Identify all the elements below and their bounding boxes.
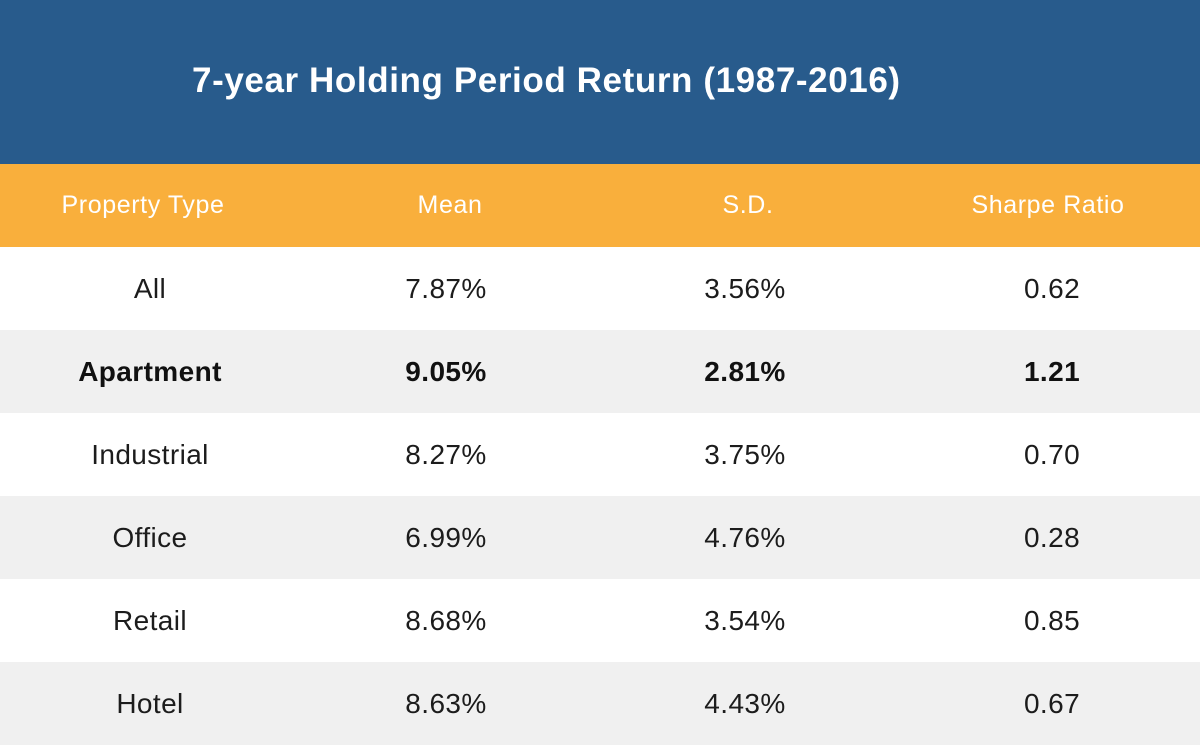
property-type-cell: All [133,272,167,304]
mean-cell: 8.63% [405,687,487,719]
property-type-cell: Hotel [116,687,184,719]
table-row: Hotel 8.63% 4.43% 0.67 [0,662,1200,745]
sd-cell: 4.43% [704,687,786,719]
sharpe-ratio-cell: 0.70 [1023,438,1081,470]
table-row: All 7.87% 3.56% 0.62 [0,247,1200,330]
title-banner: 7-year Holding Period Return (1987-2016) [0,0,1200,164]
column-header-sd: S.D. [722,191,774,219]
property-type-cell: Industrial [91,438,209,470]
property-type-cell: Office [112,521,188,553]
column-header-property-type: Property Type [61,191,225,219]
mean-cell: 6.99% [405,521,487,553]
mean-cell: 8.27% [405,438,487,470]
sd-cell: 4.76% [704,521,786,553]
table-row: Office 6.99% 4.76% 0.28 [0,496,1200,579]
table-body: All 7.87% 3.56% 0.62 Apartment 9.05% 2.81% 1.21… [0,247,1200,745]
sharpe-ratio-cell: 0.62 [1023,272,1081,304]
table-title: 7-year Holding Period Return (1987-2016) [192,61,901,100]
property-type-cell: Retail [113,604,187,636]
sd-cell: 3.54% [704,604,786,636]
sharpe-ratio-cell: 0.85 [1023,604,1081,636]
sharpe-ratio-cell: 0.28 [1023,521,1081,553]
sharpe-ratio-cell: 0.67 [1023,687,1081,719]
sharpe-ratio-cell: 1.21 [1023,355,1081,387]
table-row: Apartment 9.05% 2.81% 1.21 [0,330,1200,413]
property-type-cell: Apartment [78,355,222,387]
table-header-row: Property Type Mean S.D. Sharpe Ratio [0,164,1200,247]
mean-cell: 9.05% [405,355,487,387]
returns-table: Property Type Mean S.D. Sharpe Ratio All… [0,164,1200,745]
sd-cell: 3.56% [704,272,786,304]
sd-cell: 3.75% [704,438,786,470]
column-header-sharpe-ratio: Sharpe Ratio [971,191,1125,219]
mean-cell: 8.68% [405,604,487,636]
mean-cell: 7.87% [405,272,487,304]
table-row: Retail 8.68% 3.54% 0.85 [0,579,1200,662]
column-header-mean: Mean [417,191,483,219]
table-row: Industrial 8.27% 3.75% 0.70 [0,413,1200,496]
sd-cell: 2.81% [704,355,786,387]
